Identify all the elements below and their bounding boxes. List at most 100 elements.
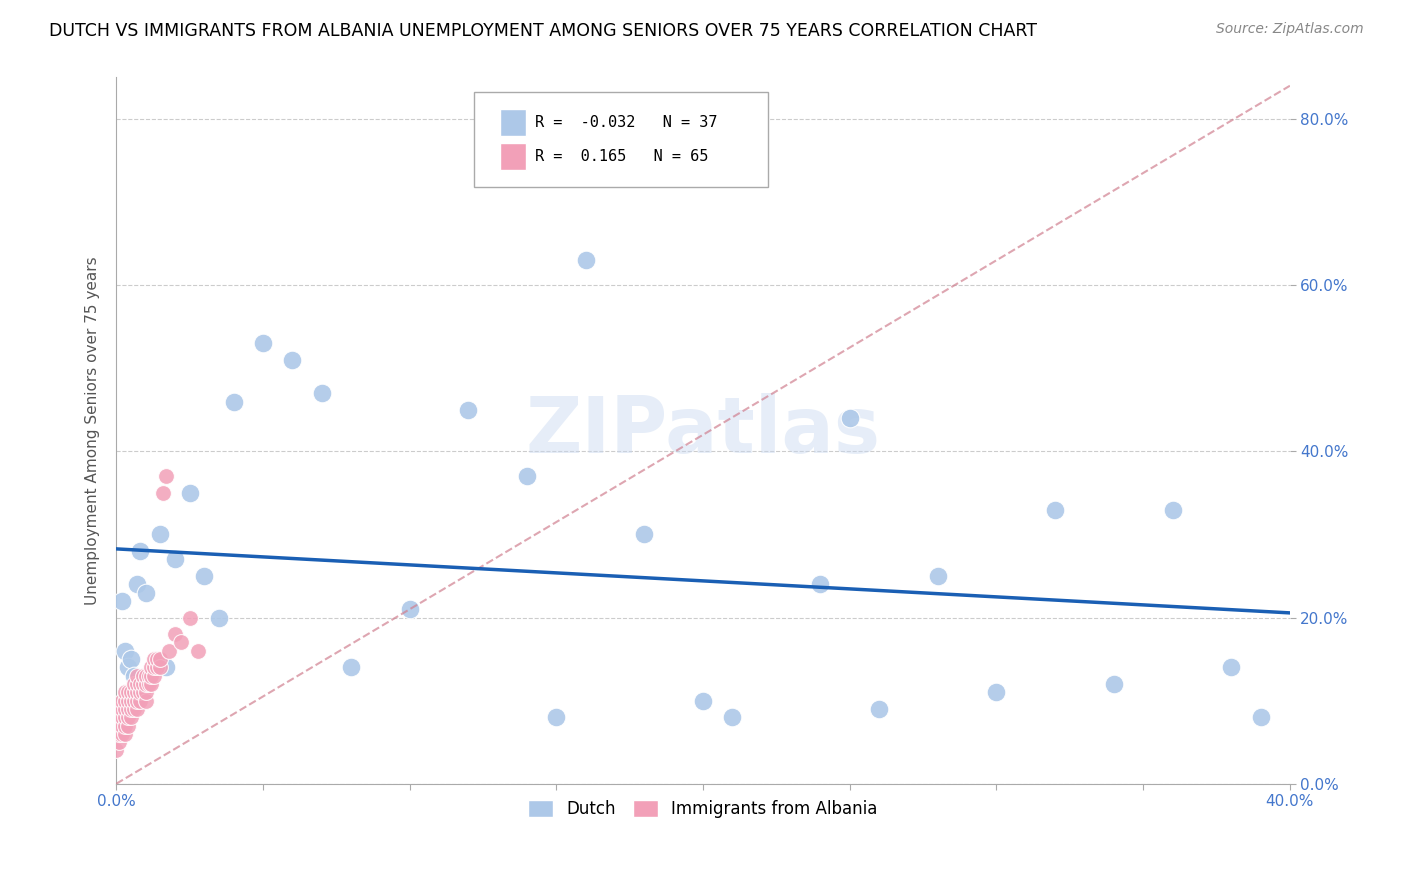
Point [149, 660, 172, 674]
Point [311, 386, 333, 401]
Point [128, 677, 150, 691]
Point [457, 402, 479, 417]
Point [120, 685, 142, 699]
Point [108, 735, 131, 749]
Point [117, 718, 139, 732]
Point [120, 693, 142, 707]
Bar [501, 109, 526, 136]
Legend: Dutch, Immigrants from Albania: Dutch, Immigrants from Albania [522, 793, 884, 825]
Y-axis label: Unemployment Among Seniors over 75 years: Unemployment Among Seniors over 75 years [86, 256, 100, 605]
Point [138, 669, 160, 683]
Point [163, 552, 186, 566]
Point [149, 527, 172, 541]
Point [114, 693, 136, 707]
Point [117, 710, 139, 724]
Point [141, 677, 163, 691]
Point [149, 652, 172, 666]
Point [114, 727, 136, 741]
Point [122, 669, 145, 683]
Point [111, 693, 134, 707]
Point [1161, 502, 1184, 516]
Point [111, 727, 134, 741]
Point [105, 743, 128, 757]
Point [135, 669, 157, 683]
Point [114, 644, 136, 658]
Point [131, 669, 153, 683]
Point [155, 660, 177, 674]
Point [125, 702, 148, 716]
Point [398, 602, 420, 616]
FancyBboxPatch shape [474, 92, 768, 187]
Point [111, 594, 134, 608]
Point [122, 702, 145, 716]
Point [122, 677, 145, 691]
Text: R =  0.165   N = 65: R = 0.165 N = 65 [536, 149, 709, 164]
Point [927, 569, 949, 583]
Point [179, 486, 201, 500]
Point [131, 685, 153, 699]
Point [155, 469, 177, 483]
Point [633, 527, 655, 541]
Point [117, 660, 139, 674]
Point [128, 693, 150, 707]
Point [117, 702, 139, 716]
Point [117, 685, 139, 699]
Point [114, 710, 136, 724]
Point [143, 660, 166, 674]
Point [128, 544, 150, 558]
Text: ZIPatlas: ZIPatlas [526, 392, 880, 468]
Point [141, 669, 163, 683]
Point [125, 693, 148, 707]
Point [105, 727, 128, 741]
Point [120, 652, 142, 666]
Point [1220, 660, 1243, 674]
Point [1250, 710, 1272, 724]
Point [546, 710, 568, 724]
Point [108, 718, 131, 732]
Point [143, 669, 166, 683]
Point [152, 486, 174, 500]
Point [516, 469, 538, 483]
Text: Source: ZipAtlas.com: Source: ZipAtlas.com [1216, 22, 1364, 37]
Point [838, 411, 860, 425]
Point [135, 585, 157, 599]
Point [131, 677, 153, 691]
Point [117, 693, 139, 707]
Point [120, 710, 142, 724]
Point [187, 644, 209, 658]
Point [222, 394, 245, 409]
Point [114, 718, 136, 732]
Point [125, 577, 148, 591]
Point [143, 652, 166, 666]
Point [157, 644, 180, 658]
Point [122, 693, 145, 707]
Point [135, 693, 157, 707]
Point [111, 718, 134, 732]
Point [179, 610, 201, 624]
Point [281, 353, 304, 368]
Point [122, 685, 145, 699]
Point [125, 685, 148, 699]
Point [721, 710, 744, 724]
Point [125, 677, 148, 691]
Point [810, 577, 832, 591]
Point [868, 702, 890, 716]
Point [111, 710, 134, 724]
Point [208, 610, 231, 624]
Point [163, 627, 186, 641]
Point [128, 685, 150, 699]
Point [170, 635, 193, 649]
Point [146, 660, 169, 674]
Point [111, 702, 134, 716]
Point [1102, 677, 1125, 691]
Point [108, 727, 131, 741]
Point [141, 660, 163, 674]
Point [108, 710, 131, 724]
Point [120, 702, 142, 716]
Text: DUTCH VS IMMIGRANTS FROM ALBANIA UNEMPLOYMENT AMONG SENIORS OVER 75 YEARS CORREL: DUTCH VS IMMIGRANTS FROM ALBANIA UNEMPLO… [49, 22, 1038, 40]
Point [575, 253, 598, 268]
Point [252, 336, 274, 351]
Point [138, 677, 160, 691]
Point [692, 693, 714, 707]
Bar [501, 143, 526, 170]
